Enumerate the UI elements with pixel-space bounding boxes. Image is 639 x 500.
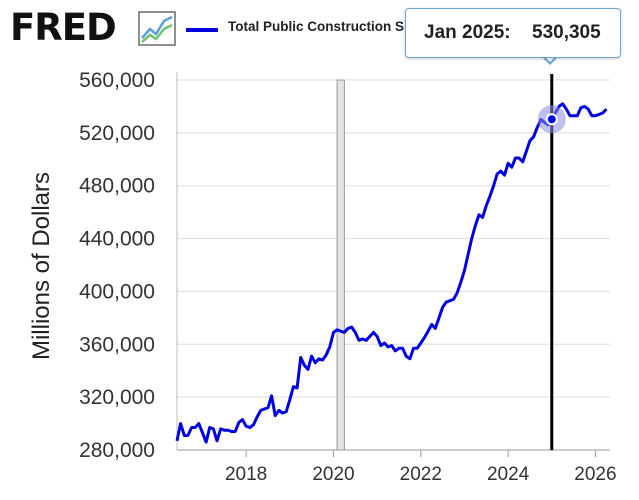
grid [176, 72, 610, 451]
y-axis: 280,000 320,000 360,000 400,000 440,000 480,0… [79, 69, 155, 462]
fred-chart-icon [138, 11, 176, 46]
y-tick-label: 280,000 [79, 439, 155, 462]
y-axis-label: Millions of Dollars [28, 172, 55, 360]
y-tick-label: 440,000 [79, 228, 155, 251]
series-area [175, 102, 608, 444]
recession-shading [336, 79, 345, 451]
cursor-point [545, 113, 558, 126]
fred-logo-text: FRED [10, 6, 117, 49]
y-tick-label: 400,000 [79, 280, 155, 303]
tooltip: Jan 2025: 530,305 [405, 8, 621, 58]
y-tick-label: 320,000 [79, 386, 155, 409]
tooltip-date: Jan 2025: [424, 22, 511, 43]
x-tick-label: 2026 [574, 464, 616, 485]
cursor-area [537, 74, 566, 450]
legend-swatch [186, 28, 218, 32]
y-tick-label: 520,000 [79, 122, 155, 145]
fred-logo[interactable]: FRED [10, 6, 180, 50]
x-tick-label: 2018 [225, 464, 267, 485]
series-line [175, 102, 608, 444]
tooltip-value: 530,305 [532, 22, 601, 43]
x-tick-label: 2020 [312, 464, 354, 485]
recession-band [336, 79, 345, 451]
x-tick-label: 2024 [487, 464, 530, 485]
y-tick-label: 560,000 [79, 69, 155, 92]
x-axis: 2018 2020 2022 2024 2026 [225, 450, 617, 485]
y-tick-label: 360,000 [79, 333, 155, 356]
tooltip-caret-inner [544, 56, 556, 62]
y-tick-label: 480,000 [79, 175, 155, 198]
x-tick-label: 2022 [400, 464, 442, 485]
legend-label: Total Public Construction Spending: Tota… [228, 19, 428, 34]
